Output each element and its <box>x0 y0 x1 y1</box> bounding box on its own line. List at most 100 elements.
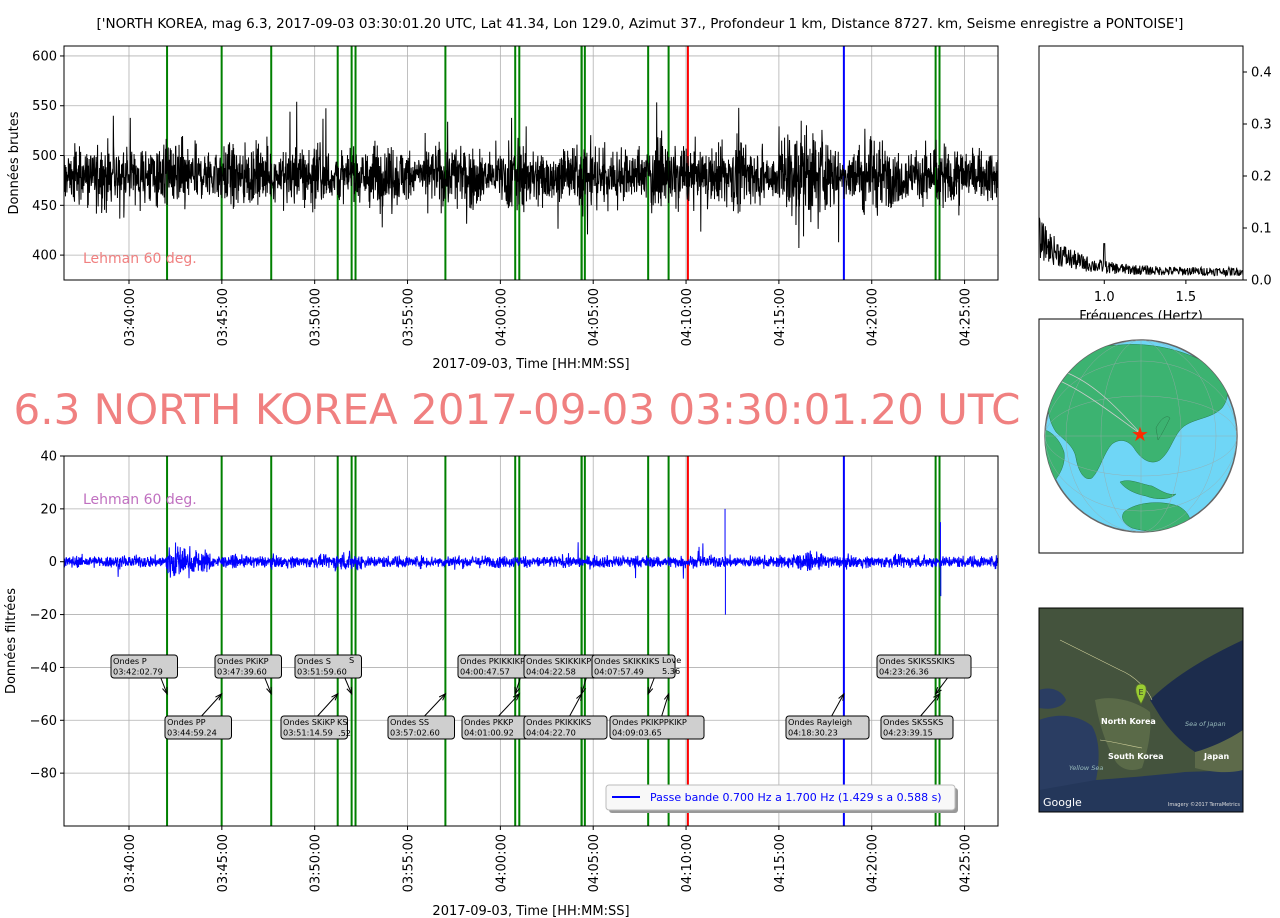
y-tick-label: 0.3 <box>1251 118 1272 133</box>
phase-label-fragment: 5.36 <box>662 666 680 676</box>
phase-label-box <box>876 654 972 679</box>
phase-label-name: Ondes PKiKP <box>217 656 269 666</box>
phase-arrow-line <box>647 677 655 695</box>
phase-label-name: Ondes Rayleigh <box>788 717 852 727</box>
y-tick-label: 0 <box>49 555 57 570</box>
spectrum-plot-area <box>1039 46 1243 280</box>
x-tick-label: 04:15:00 <box>773 288 788 346</box>
phase-arrow-head <box>934 687 942 696</box>
raw-data-panel: 400 450 500 550 600 03:40:00 03:45:00 03:50:00… <box>7 45 999 372</box>
phase-arrow-head <box>663 692 670 701</box>
great-circle-path <box>1057 369 1142 435</box>
phase-arrow-head <box>215 692 223 701</box>
phase-arrow-line <box>317 693 339 717</box>
legend-box <box>605 784 956 811</box>
phase-label-box <box>214 654 282 679</box>
phase-arrow-head <box>266 686 272 696</box>
phase-label-name: Ondes SKSSKS <box>883 717 943 727</box>
x-tick-label: 04:00:00 <box>494 834 509 892</box>
map-pin-letter: E <box>1138 688 1143 697</box>
x-tick-label: 04:10:00 <box>680 834 695 892</box>
x-tick-label: 04:25:00 <box>959 288 974 346</box>
globe-land-indonesia <box>1119 480 1177 499</box>
phase-label-box <box>280 715 348 740</box>
phase-label-box <box>387 715 455 740</box>
y-tick-label: −60 <box>30 714 57 729</box>
filtered-model-label: Lehman 60 deg. <box>83 492 197 508</box>
phase-label-time: 03:57:02.60 <box>390 728 440 738</box>
phase-arrow-line <box>581 677 587 695</box>
legend-label: Passe bande 0.700 Hz a 1.700 Hz (1.429 s… <box>650 791 942 804</box>
raw-x-axis-label: 2017-09-03, Time [HH:MM:SS] <box>432 357 629 372</box>
phase-label-time: 04:01:00.92 <box>464 728 514 738</box>
phase-label-fragment: S <box>349 655 354 665</box>
spectrum-y-ticks: 0.0 0.1 0.2 0.3 0.4 <box>1243 66 1272 289</box>
map-copyright: Imagery ©2017 TerraMetrics <box>1168 801 1240 808</box>
phase-label-name: Ondes PKIKKIKP <box>460 656 525 666</box>
raw-seismic-trace <box>63 101 999 248</box>
phase-arrow-line <box>569 693 583 717</box>
map-bohai-sea <box>1039 688 1066 709</box>
filtered-plot-frame <box>63 455 999 827</box>
x-tick-label: 03:45:00 <box>216 288 231 346</box>
y-tick-label: 0.4 <box>1251 66 1272 81</box>
phase-label-box <box>523 715 608 740</box>
phase-label-name: Ondes P <box>113 656 147 666</box>
y-tick-label: −40 <box>30 661 57 676</box>
phase-label-time: 04:04:22.70 <box>526 728 576 738</box>
y-tick-label: −20 <box>30 608 57 623</box>
phase-label-fragment: KS <box>337 717 348 727</box>
phase-arrow-head <box>438 692 447 701</box>
y-tick-label: 400 <box>32 249 57 264</box>
y-tick-label: 450 <box>32 199 57 214</box>
raw-y-axis-label: Données brutes <box>7 111 22 214</box>
filtered-phase-lines <box>166 456 941 826</box>
phase-label-fragment: Love <box>662 655 681 665</box>
map-label-north-korea: North Korea <box>1101 717 1156 726</box>
phase-label-name: Ondes SKIKKIKS <box>594 656 659 666</box>
phase-label-arrows <box>160 677 948 717</box>
filtered-seismic-trace <box>63 508 999 615</box>
phase-label-name: Ondes PKIKPPKIKP <box>612 717 687 727</box>
phase-label-time: 04:09:03.65 <box>612 728 662 738</box>
x-tick-label: 04:20:00 <box>866 834 881 892</box>
phase-label-time: 03:51:59.60 <box>297 667 347 677</box>
x-tick-label: 03:55:00 <box>402 834 417 892</box>
x-tick-label: 03:40:00 <box>123 834 138 892</box>
phase-label-box <box>164 715 232 740</box>
phase-arrow-line <box>498 693 520 717</box>
map-japan-land <box>1195 730 1243 773</box>
filtered-x-axis-label: 2017-09-03, Time [HH:MM:SS] <box>432 904 629 918</box>
raw-model-label: Lehman 60 deg. <box>83 251 197 267</box>
phase-arrow-head <box>162 686 168 696</box>
x-tick-label: 03:50:00 <box>309 288 324 346</box>
phase-label-name: Ondes SKIKKIKP <box>526 656 591 666</box>
phase-arrow-line <box>831 693 845 717</box>
map-label-yellow-sea: Yellow Sea <box>1069 764 1103 772</box>
phase-label-name: Ondes SS <box>390 717 429 727</box>
phase-arrow-line <box>514 677 521 695</box>
y-tick-label: 0.1 <box>1251 222 1272 237</box>
phase-label-name: Ondes SKiKP <box>283 717 335 727</box>
x-tick-label: 03:45:00 <box>216 834 231 892</box>
phase-label-time: 04:07:57.49 <box>594 667 644 677</box>
phase-label-time: 04:23:26.36 <box>879 667 929 677</box>
y-tick-label: 550 <box>32 99 57 114</box>
y-tick-label: 500 <box>32 149 57 164</box>
map-sea-of-japan <box>1150 640 1243 761</box>
globe-map: ★ <box>1038 318 1244 554</box>
phase-arrow-head <box>933 692 941 701</box>
map-yellow-sea <box>1039 715 1099 791</box>
phase-label-name: Ondes PKIKKIKS <box>526 717 591 727</box>
filtered-x-ticks: 03:40:00 03:45:00 03:50:00 03:55:00 04:00:00… <box>123 826 974 892</box>
phase-label-name: Ondes SKIKSSKIKS <box>879 656 955 666</box>
spectrum-x-ticks: 1.0 1.5 <box>1094 280 1196 305</box>
phase-label-time: 03:44:59.24 <box>167 728 217 738</box>
